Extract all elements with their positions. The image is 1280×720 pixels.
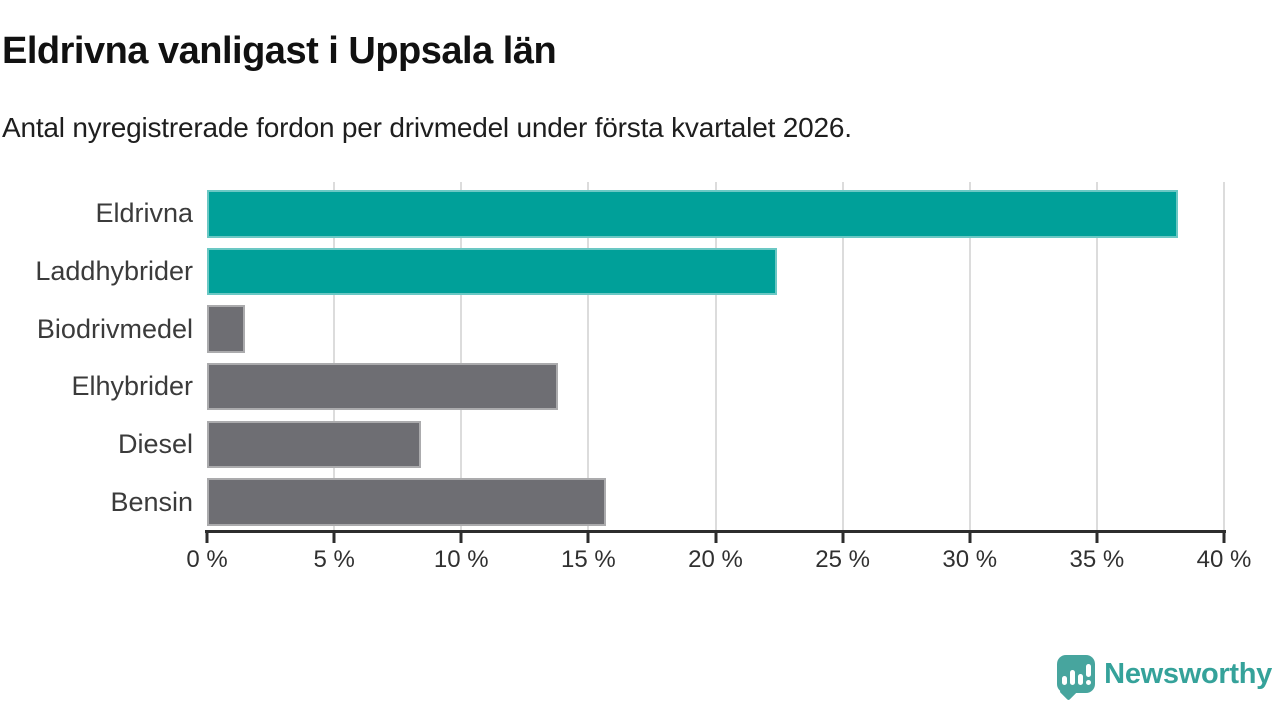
x-tick-label: 10 % <box>433 546 489 573</box>
bar-diesel <box>207 420 421 469</box>
x-tick <box>841 533 845 543</box>
x-axis-line <box>205 530 1226 533</box>
gridline <box>1223 182 1225 530</box>
x-tick-label: 30 % <box>942 546 998 573</box>
bar-laddhybrider <box>207 247 777 296</box>
logo-bar-1 <box>1061 676 1067 685</box>
x-tick <box>205 533 209 543</box>
x-axis: 0 % 5 % 10 % 15 % 20 % 25 % 30 % 35 % 40 % <box>186 0 1251 720</box>
category-label: Laddhybrider <box>35 255 193 286</box>
x-tick <box>332 533 336 543</box>
newsworthy-brand: Newsworthy <box>1057 650 1272 698</box>
x-tick <box>586 533 590 543</box>
gridline <box>333 182 336 530</box>
gridline <box>1095 182 1098 530</box>
x-tick <box>714 533 717 543</box>
logo-bar-2 <box>1069 670 1075 685</box>
gridline <box>968 182 971 530</box>
category-label: Bensin <box>110 486 193 517</box>
x-tick <box>1095 533 1099 543</box>
gridline <box>841 182 844 530</box>
chart-title: Eldrivna vanligast i Uppsala län <box>2 30 557 72</box>
gridline <box>460 182 463 530</box>
category-label: Eldrivna <box>95 198 193 229</box>
bar-eldrivna <box>207 190 1179 238</box>
chart-subtitle: Antal nyregistrerade fordon per drivmede… <box>2 112 852 143</box>
category-label: Elhybrider <box>71 371 193 402</box>
bar-bensin <box>207 478 607 526</box>
gridline <box>587 182 590 530</box>
x-tick <box>968 533 972 543</box>
category-axis: Eldrivna Laddhybrider Biodrivmedel Elhybrid… <box>0 182 193 530</box>
x-tick-label: 20 % <box>688 546 743 573</box>
x-tick-label: 15 % <box>561 546 616 573</box>
x-tick-label: 25 % <box>815 546 870 573</box>
newsworthy-logo-icon <box>1057 655 1096 693</box>
x-tick-label: 35 % <box>1069 546 1125 573</box>
category-label: Biodrivmedel <box>36 313 193 344</box>
x-tick <box>1222 533 1226 543</box>
x-tick <box>459 533 463 543</box>
x-tick-label: 0 % <box>186 546 228 573</box>
category-label: Diesel <box>117 428 193 459</box>
logo-bar-3 <box>1077 674 1083 685</box>
bar-biodrivmedel <box>207 305 246 353</box>
logo-exclamation <box>1085 664 1091 685</box>
gridline <box>714 182 717 530</box>
plot-area <box>207 182 1225 530</box>
brand-name: Newsworthy <box>1104 657 1272 690</box>
bar-elhybrider <box>207 362 558 411</box>
x-tick-label: 5 % <box>313 546 355 573</box>
x-tick-label: 40 % <box>1196 546 1252 573</box>
